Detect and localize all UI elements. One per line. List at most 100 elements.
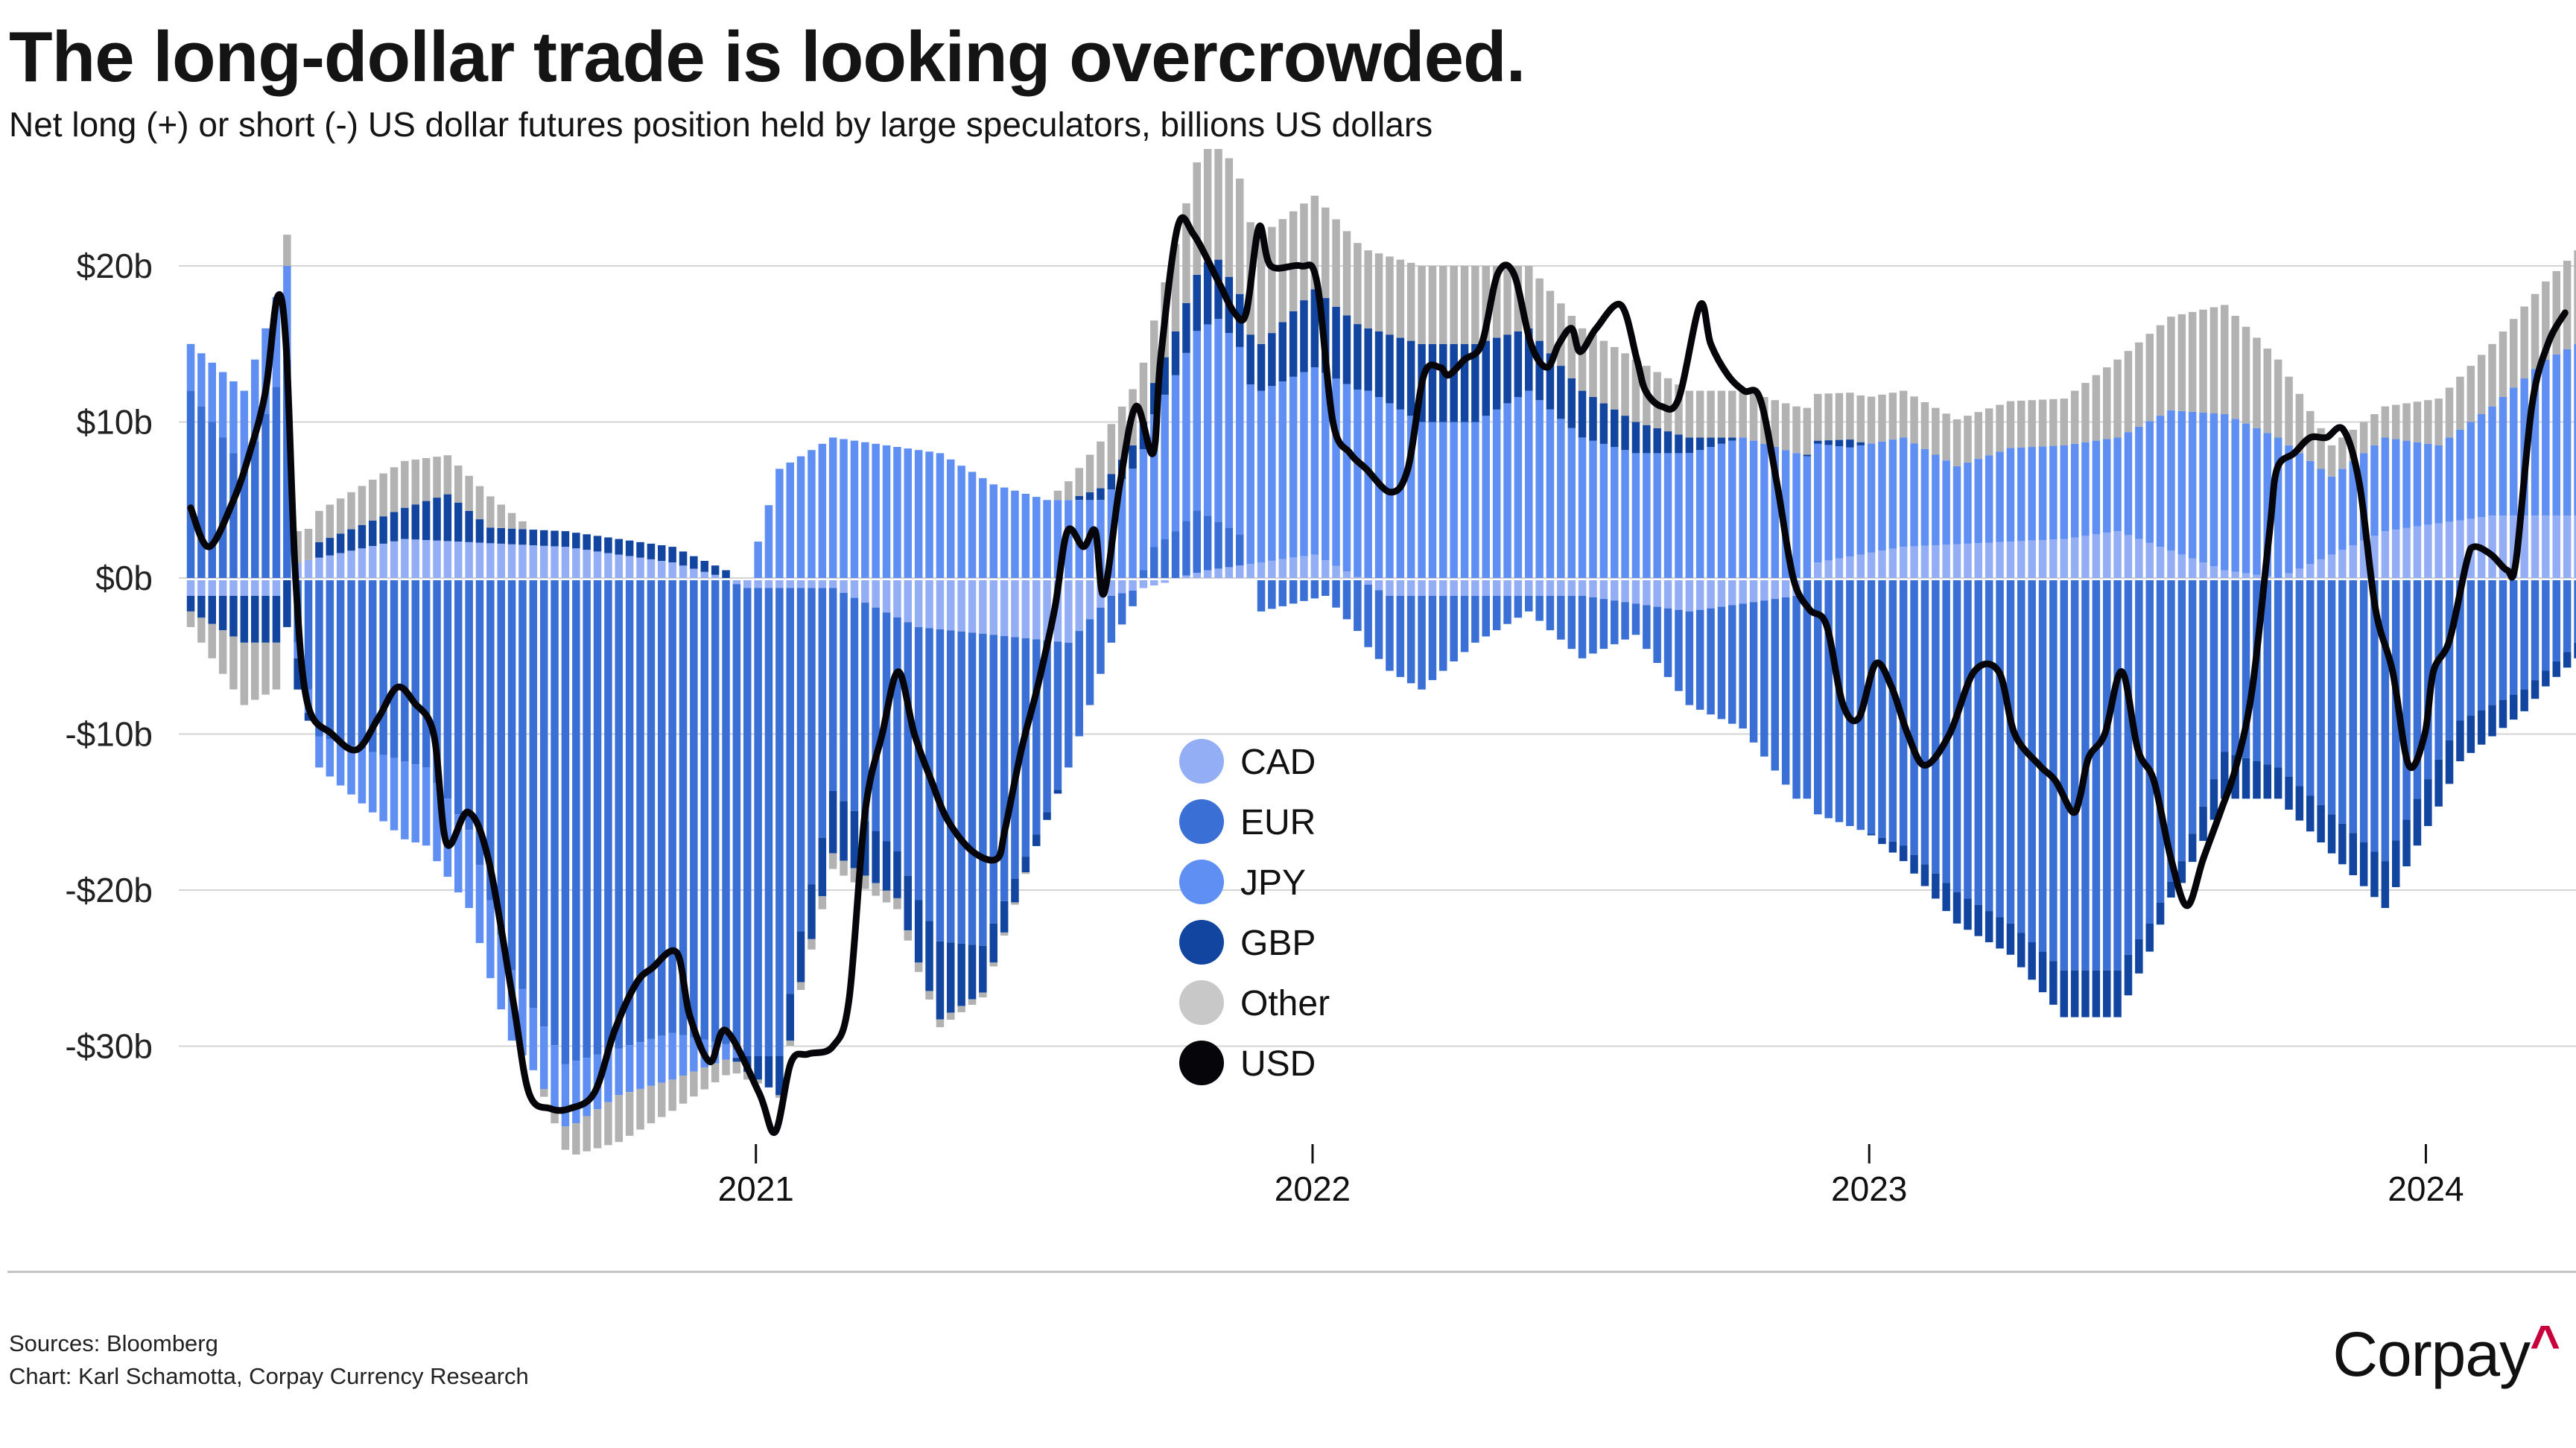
bar-segment-other [1342, 231, 1351, 316]
bar-segment-eur [722, 580, 730, 1044]
bar-segment-eur [828, 588, 837, 791]
bar-segment-jpy [2285, 445, 2293, 574]
week-bar [486, 496, 495, 979]
bar-segment-other [540, 1089, 548, 1097]
bar-segment-eur [1578, 596, 1587, 658]
bar-segment-gbp [551, 530, 559, 547]
week-bar [1278, 219, 1287, 606]
bar-segment-gbp [540, 530, 548, 546]
bar-segment-gbp [1354, 324, 1362, 390]
bar-segment-gbp [2434, 759, 2443, 807]
bar-segment-eur [2049, 580, 2058, 962]
bar-segment-gbp [893, 851, 901, 898]
bar-segment-other [2113, 359, 2122, 438]
week-bar [2542, 281, 2550, 687]
bar-segment-gbp [433, 498, 441, 541]
bar-segment-gbp [1578, 390, 1587, 438]
bar-segment-cad [904, 580, 912, 623]
legend-swatch [1179, 1041, 1224, 1085]
week-bar [2103, 367, 2111, 1017]
bar-segment-eur [1406, 596, 1415, 684]
week-bar [583, 534, 591, 1152]
bar-segment-jpy [1567, 428, 1576, 578]
bar-segment-gbp [2221, 752, 2229, 799]
bar-segment-jpy [2402, 440, 2411, 528]
bar-segment-other [2424, 400, 2432, 444]
bar-segment-gbp [1717, 437, 1726, 444]
bar-segment-eur [690, 580, 698, 1038]
chart-credit: Chart: Karl Schamotta, Corpay Currency R… [9, 1363, 529, 1389]
bar-segment-eur [1888, 580, 1897, 842]
week-bar [2510, 319, 2518, 720]
week-bar [1300, 203, 1308, 601]
week-bar [1236, 178, 1244, 578]
bar-segment-jpy [1599, 443, 1608, 578]
week-bar [1707, 390, 1715, 715]
week-bar [2392, 404, 2400, 887]
bar-segment-gbp [2445, 740, 2454, 784]
bar-segment-gbp [1695, 437, 1704, 451]
week-bar [1685, 390, 1694, 705]
bar-segment-eur [1675, 609, 1683, 691]
week-bar [700, 561, 708, 1090]
week-bar [882, 445, 891, 903]
bar-segment-other [1268, 226, 1276, 334]
bar-segment-jpy [2317, 469, 2325, 559]
bar-segment-cad [1000, 580, 1009, 636]
week-bar [2306, 410, 2315, 832]
week-bar [2017, 400, 2025, 968]
bar-segment-eur [583, 580, 591, 1058]
bar-segment-gbp [572, 533, 580, 549]
bar-segment-gbp [197, 596, 206, 618]
bar-segment-other [2285, 376, 2293, 445]
bar-segment-gbp [2156, 903, 2165, 925]
week-bar [1589, 334, 1597, 654]
bar-segment-gbp [1856, 442, 1865, 445]
bar-segment-other [2038, 399, 2047, 447]
bar-segment-jpy [2231, 419, 2239, 572]
bar-segment-cad [347, 550, 355, 578]
bar-segment-other [1364, 250, 1372, 328]
week-bar [1599, 340, 1608, 650]
bar-segment-jpy [818, 443, 827, 578]
bar-segment-eur [1803, 580, 1812, 799]
bar-segment-eur [518, 580, 527, 989]
bar-segment-gbp [1535, 340, 1544, 401]
bar-segment-gbp [2574, 642, 2576, 658]
bar-segment-cad [1043, 580, 1051, 641]
bar-segment-other [2177, 314, 2186, 411]
bar-segment-cad [1225, 567, 1234, 578]
bar-segment-jpy [1182, 353, 1190, 521]
bar-segment-other [347, 492, 355, 530]
bar-segment-other [2242, 326, 2250, 424]
bar-segment-gbp [1964, 898, 1972, 930]
bar-segment-jpy [1021, 493, 1030, 578]
bar-segment-cad [540, 545, 548, 578]
week-bar [2006, 401, 2015, 955]
bar-segment-other [636, 1089, 644, 1130]
bar-segment-other [625, 1092, 634, 1136]
bar-segment-jpy [1225, 333, 1234, 528]
bar-segment-cad [2006, 542, 2015, 578]
bar-segment-gbp [2092, 970, 2101, 1017]
bar-segment-jpy [1888, 439, 1897, 549]
bar-segment-gbp [326, 538, 334, 556]
chart-subtitle: Net long (+) or short (-) US dollar futu… [9, 104, 1433, 145]
bar-segment-eur [304, 580, 313, 690]
bar-segment-eur [2113, 580, 2122, 971]
bar-segment-cad [2424, 524, 2432, 578]
bar-segment-eur [1032, 639, 1041, 835]
week-bar [1985, 408, 1993, 942]
bar-segment-cad [1578, 580, 1587, 596]
bar-segment-jpy [925, 451, 933, 578]
bar-segment-eur [2338, 580, 2347, 824]
bar-segment-other [1920, 402, 1929, 449]
bar-segment-eur [1342, 580, 1351, 620]
bar-segment-gbp [2542, 670, 2550, 687]
bar-segment-jpy [2295, 453, 2304, 569]
bar-segment-jpy [1396, 409, 1405, 578]
bar-segment-gbp [1246, 334, 1254, 385]
bar-segment-eur [2167, 580, 2175, 882]
bar-segment-cad [1760, 580, 1768, 601]
bar-segment-cad [1771, 580, 1779, 600]
